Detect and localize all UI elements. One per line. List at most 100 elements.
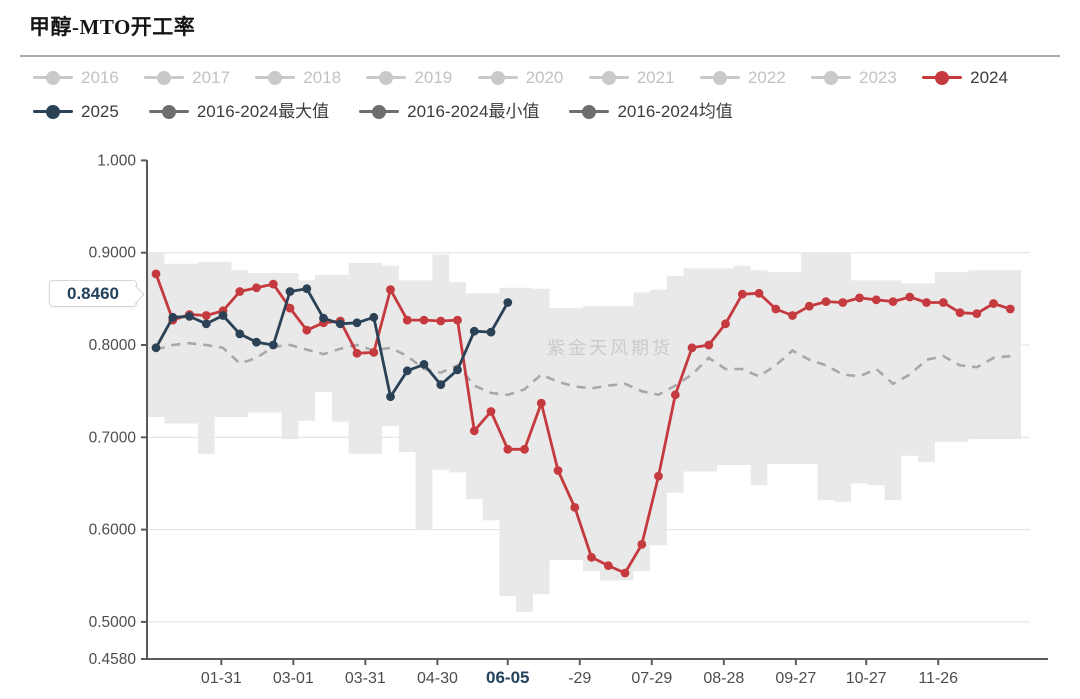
series-2024-marker — [670, 390, 680, 400]
legend-marker-icon — [588, 70, 629, 85]
mean-line — [155, 341, 1011, 397]
legend-marker-icon — [699, 70, 740, 85]
series-2025-marker — [235, 329, 245, 339]
legend-item-label: 2017 — [192, 68, 230, 87]
y-tick-label: 0.9000 — [89, 245, 137, 262]
series-2024-marker — [754, 288, 764, 298]
legend-item-2018[interactable]: 2018 — [255, 69, 341, 86]
legend-item-label: 2024 — [970, 68, 1008, 87]
min-max-band — [147, 252, 1021, 612]
legend-item-2025[interactable]: 2025 — [33, 103, 119, 120]
legend-marker-icon — [359, 104, 400, 119]
series-2024-marker — [419, 315, 429, 325]
legend-item-2020[interactable]: 2020 — [477, 69, 563, 86]
series-2024-marker — [553, 466, 563, 475]
legend-item-2016-2024-[interactable]: 2016-2024最小值 — [359, 103, 539, 120]
series-2024-marker — [905, 292, 915, 302]
series-2024-marker — [369, 348, 379, 357]
series-2025-marker — [402, 366, 412, 376]
x-tick-label: -29 — [568, 670, 591, 687]
series-2024-marker — [687, 343, 697, 353]
series-2024-marker — [302, 325, 312, 335]
series-2025-marker — [319, 313, 328, 323]
legend-marker-icon — [33, 70, 73, 85]
legend-item-2019[interactable]: 2019 — [366, 69, 452, 86]
series-2024-marker — [637, 540, 647, 549]
series-2025-marker — [386, 392, 395, 402]
series-2024-marker — [888, 297, 898, 306]
series-2024-marker — [922, 298, 931, 307]
series-2024-marker — [252, 283, 261, 293]
series-2024-marker — [386, 285, 395, 294]
x-tick-label: 10-27 — [846, 670, 887, 687]
chart-title: 甲醇-MTO开工率 — [29, 15, 196, 39]
series-2024-marker — [704, 340, 714, 350]
legend-item-label: 2021 — [636, 68, 675, 87]
latest-value-label: 0.8460 — [67, 283, 119, 303]
legend-item-label: 2025 — [81, 102, 119, 121]
series-2024-marker — [838, 298, 848, 307]
series-2024-marker — [972, 309, 982, 318]
legend-item-label: 2018 — [303, 68, 342, 87]
series-2024-marker — [520, 444, 529, 454]
series-2024-marker — [855, 293, 864, 303]
legend-item-2017[interactable]: 2017 — [144, 69, 230, 86]
legend-item-label: 2016-2024最小值 — [407, 102, 540, 121]
series-2024-marker — [352, 348, 362, 358]
series-2024-marker — [235, 287, 245, 296]
legend-item-label: 2016 — [81, 68, 119, 87]
legend-marker-icon — [922, 70, 963, 85]
series-2025-marker — [218, 311, 228, 320]
y-tick-label: 0.5000 — [89, 614, 137, 631]
series-2025-marker — [503, 298, 513, 307]
series-2025-line — [154, 287, 510, 399]
series-2025-marker — [419, 360, 429, 369]
legend-item-2023[interactable]: 2023 — [810, 68, 897, 87]
legend-marker-icon — [33, 104, 73, 119]
legend-item-2024[interactable]: 2024 — [922, 69, 1008, 86]
series-2024-marker — [989, 299, 998, 308]
series-2024-marker — [587, 552, 596, 562]
y-tick-label: 0.4580 — [89, 651, 137, 668]
series-2024-marker — [268, 279, 278, 289]
series-2024-marker — [453, 315, 462, 325]
legend-item-2016-2024-[interactable]: 2016-2024最大值 — [148, 102, 330, 121]
series-2025-marker — [302, 284, 312, 294]
y-tick-label: 0.8000 — [89, 337, 137, 354]
y-tick-label: 1.000 — [97, 152, 136, 169]
series-2024-marker — [737, 289, 747, 299]
series-2024-marker — [285, 303, 295, 313]
x-tick-label: 01-31 — [201, 670, 242, 687]
y-tick-label: 0.7000 — [89, 429, 137, 446]
x-tick-label: 11-26 — [918, 670, 958, 687]
x-tick-label: 06-05 — [486, 668, 529, 687]
series-2025-marker — [252, 337, 261, 347]
legend-item-2021[interactable]: 2021 — [588, 68, 675, 87]
x-tick-label: 03-01 — [273, 670, 314, 687]
title-divider — [20, 55, 1060, 57]
series-2024-marker — [151, 269, 161, 279]
legend-marker-icon — [569, 104, 610, 119]
x-tick-label: 07-29 — [631, 670, 672, 687]
legend-item-label: 2023 — [858, 68, 897, 87]
series-2024-marker — [654, 471, 663, 481]
series-2024-marker — [436, 316, 446, 326]
series-2025-marker — [268, 340, 278, 350]
series-2024-marker — [570, 503, 580, 512]
legend-item-2016[interactable]: 2016 — [33, 69, 119, 86]
series-2024-marker — [603, 561, 613, 570]
legend-item-label: 2016-2024最大值 — [196, 102, 330, 121]
series-2025-marker — [453, 365, 462, 375]
x-tick-label: 03-31 — [345, 670, 386, 687]
legend-item-2016-2024-[interactable]: 2016-2024均值 — [569, 103, 733, 120]
series-2024-marker — [804, 301, 814, 311]
series-2025-marker — [436, 380, 446, 390]
series-2025-marker — [335, 319, 345, 329]
series-2025-marker — [369, 312, 379, 322]
legend-marker-icon — [477, 70, 518, 85]
series-2024-marker — [201, 311, 211, 320]
series-2024-marker — [871, 295, 881, 305]
legend-item-2022[interactable]: 2022 — [699, 69, 786, 86]
